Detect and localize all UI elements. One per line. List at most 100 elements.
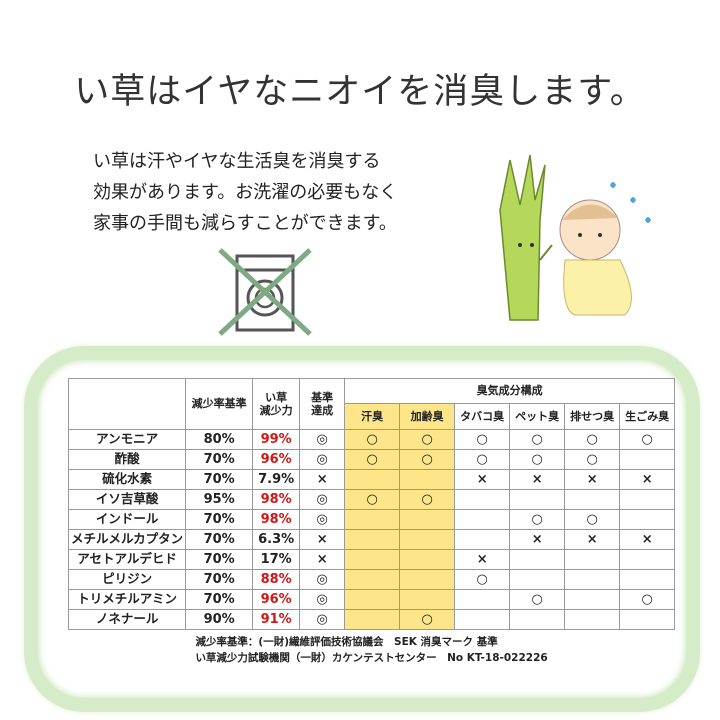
reduction-value: 88% bbox=[252, 569, 301, 590]
compound-name: イソ吉草酸 bbox=[67, 489, 187, 510]
odor-mark bbox=[619, 549, 676, 570]
odor-mark bbox=[399, 569, 456, 590]
odor-mark bbox=[454, 489, 511, 510]
odor-mark: ○ bbox=[619, 429, 676, 450]
standard-value: 80% bbox=[185, 429, 254, 450]
odor-mark: ○ bbox=[399, 489, 456, 510]
odor-mark: × bbox=[454, 549, 511, 570]
igusa-and-baby-illustration bbox=[499, 154, 651, 321]
odor-mark: ○ bbox=[509, 449, 566, 470]
odor-mark bbox=[509, 549, 566, 570]
odor-mark: ○ bbox=[399, 449, 456, 470]
odor-mark bbox=[619, 509, 676, 530]
igusa-character bbox=[499, 154, 553, 321]
table-row: ノネナール 90% 91% ◎ ○ bbox=[67, 609, 676, 630]
achieved-mark: ◎ bbox=[299, 609, 346, 630]
standard-value: 70% bbox=[185, 589, 254, 610]
odor-mark: × bbox=[619, 469, 676, 490]
odor-mark: × bbox=[509, 469, 566, 490]
standard-value: 90% bbox=[185, 609, 254, 630]
odor-mark: ○ bbox=[509, 429, 566, 450]
table-frame bbox=[24, 346, 700, 712]
standard-value: 70% bbox=[185, 529, 254, 550]
achieved-mark: × bbox=[299, 549, 346, 570]
odor-mark: × bbox=[509, 529, 566, 550]
odor-mark bbox=[344, 549, 401, 570]
footer-notes: 減少率基準：(一財)繊維評価技術協議会 SEK 消臭マーク 基準 い草減少力試験… bbox=[195, 634, 547, 666]
table-row: 酢酸 70% 96% ◎ ○ ○ ○ ○ ○ bbox=[67, 449, 676, 470]
odor-mark bbox=[344, 469, 401, 490]
odor-mark: ○ bbox=[399, 609, 456, 630]
table-row: メチルメルカプタン 70% 6.3% × × × × bbox=[67, 529, 676, 550]
achieved-mark: ◎ bbox=[299, 449, 346, 470]
standard-value: 70% bbox=[185, 569, 254, 590]
header-achieved-line: 基準 bbox=[311, 390, 334, 404]
odor-mark: ○ bbox=[509, 509, 566, 530]
standard-value: 95% bbox=[185, 489, 254, 510]
odor-mark bbox=[454, 529, 511, 550]
standard-value: 70% bbox=[185, 469, 254, 490]
odor-mark bbox=[564, 569, 621, 590]
odor-mark: ○ bbox=[619, 589, 676, 610]
header-achieved: 基準 達成 bbox=[299, 378, 346, 430]
header-reduction: い草 減少力 bbox=[252, 378, 301, 430]
compound-name: トリメチルアミン bbox=[67, 589, 187, 610]
footer-line: い草減少力試験機関（一財）カケンテストセンター No KT-18-022226 bbox=[195, 652, 548, 664]
header-odor: 生ごみ臭 bbox=[619, 403, 676, 430]
odor-mark bbox=[344, 529, 401, 550]
header-odor: 汗臭 bbox=[344, 403, 401, 430]
odor-mark bbox=[564, 589, 621, 610]
odor-mark: × bbox=[619, 529, 676, 550]
odor-mark: ○ bbox=[344, 489, 401, 510]
compound-name: インドール bbox=[67, 509, 187, 530]
odor-mark bbox=[509, 609, 566, 630]
achieved-mark: ◎ bbox=[299, 569, 346, 590]
odor-table: 減少率基準 い草 減少力 基準 達成 臭気成分構成 汗臭 加齢臭 タバコ臭 ペット臭… bbox=[67, 378, 676, 630]
odor-header-row: 汗臭 加齢臭 タバコ臭 ペット臭 排せつ臭 生ごみ臭 bbox=[69, 403, 676, 430]
odor-mark bbox=[344, 589, 401, 610]
odor-mark: ○ bbox=[564, 509, 621, 530]
odor-mark bbox=[619, 449, 676, 470]
sweat-drop-icon bbox=[645, 217, 651, 223]
reduction-value: 17% bbox=[252, 549, 301, 570]
table-row: トリメチルアミン 70% 96% ◎ ○ ○ bbox=[67, 589, 676, 610]
standard-value: 70% bbox=[185, 549, 254, 570]
compound-name: メチルメルカプタン bbox=[67, 529, 187, 550]
odor-mark bbox=[619, 489, 676, 510]
odor-mark: ○ bbox=[564, 449, 621, 470]
header-odor: タバコ臭 bbox=[454, 403, 511, 430]
reduction-value: 98% bbox=[252, 489, 301, 510]
odor-mark bbox=[454, 509, 511, 530]
compound-name: ピリジン bbox=[67, 569, 187, 590]
reduction-value: 7.9% bbox=[252, 469, 301, 490]
odor-mark bbox=[399, 509, 456, 530]
odor-mark bbox=[344, 609, 401, 630]
header-reduction-line: い草 bbox=[265, 390, 288, 404]
table-row: アンモニア 80% 99% ◎ ○ ○ ○ ○ ○ ○ bbox=[67, 429, 676, 450]
odor-mark: ○ bbox=[344, 449, 401, 470]
table-row: イソ吉草酸 95% 98% ◎ ○ ○ bbox=[67, 489, 676, 510]
odor-mark bbox=[399, 469, 456, 490]
achieved-mark: ◎ bbox=[299, 489, 346, 510]
odor-mark bbox=[344, 569, 401, 590]
odor-mark: ○ bbox=[344, 429, 401, 450]
crossed-washing-machine-icon bbox=[218, 248, 312, 336]
table-row: アセトアルデヒド 70% 17% × × bbox=[67, 549, 676, 570]
table-row: ピリジン 70% 88% ◎ ○ bbox=[67, 569, 676, 590]
reduction-value: 6.3% bbox=[252, 529, 301, 550]
header-row: 減少率基準 い草 減少力 基準 達成 臭気成分構成 bbox=[67, 378, 676, 430]
table-row: 硫化水素 70% 7.9% × × × × × bbox=[67, 469, 676, 490]
header-odor: ペット臭 bbox=[509, 403, 566, 430]
description-line: い草は汗やイヤな生活臭を消臭する bbox=[93, 151, 381, 172]
achieved-mark: × bbox=[299, 469, 346, 490]
odor-mark bbox=[564, 489, 621, 510]
odor-mark: ○ bbox=[564, 429, 621, 450]
page-title: い草はイヤなニオイを消臭します。 bbox=[74, 72, 646, 112]
reduction-value: 99% bbox=[252, 429, 301, 450]
header-achieved-line: 達成 bbox=[311, 404, 334, 417]
reduction-value: 96% bbox=[252, 449, 301, 470]
standard-value: 70% bbox=[185, 509, 254, 530]
odor-mark bbox=[509, 569, 566, 590]
footer-line: 減少率基準：(一財)繊維評価技術協議会 SEK 消臭マーク 基準 bbox=[195, 636, 498, 648]
odor-mark: ○ bbox=[399, 429, 456, 450]
